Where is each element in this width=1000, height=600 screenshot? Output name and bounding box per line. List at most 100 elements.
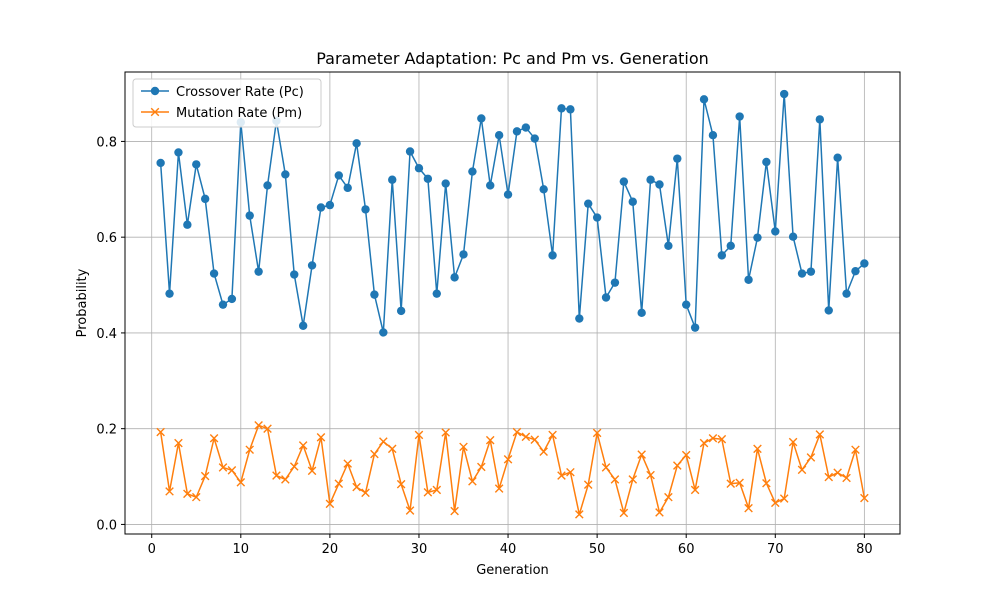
data-point bbox=[824, 306, 833, 315]
data-point bbox=[325, 200, 335, 210]
data-point bbox=[334, 479, 344, 489]
data-point bbox=[851, 266, 860, 276]
data-point bbox=[610, 278, 620, 287]
data-point bbox=[485, 435, 495, 445]
data-point bbox=[459, 250, 468, 259]
data-point bbox=[726, 479, 736, 489]
data-point bbox=[209, 269, 219, 278]
data-point bbox=[174, 438, 183, 448]
data-point bbox=[592, 213, 602, 222]
data-point bbox=[833, 468, 842, 478]
data-point bbox=[388, 175, 397, 184]
data-point bbox=[441, 179, 450, 188]
data-point bbox=[664, 492, 673, 502]
x-tick-label: 30 bbox=[411, 542, 428, 557]
data-point bbox=[450, 506, 459, 516]
data-point bbox=[192, 160, 201, 169]
data-point bbox=[860, 493, 869, 503]
data-point bbox=[200, 471, 210, 481]
data-point bbox=[566, 467, 575, 477]
data-point bbox=[450, 273, 459, 282]
data-point bbox=[815, 430, 825, 439]
x-tick-label: 20 bbox=[322, 542, 339, 557]
data-point bbox=[673, 461, 682, 470]
data-point bbox=[664, 241, 673, 250]
x-tick-label: 80 bbox=[856, 542, 873, 557]
legend-box bbox=[132, 78, 322, 128]
data-point bbox=[655, 180, 664, 189]
data-point bbox=[227, 294, 237, 304]
data-point bbox=[530, 435, 540, 444]
data-point bbox=[325, 499, 335, 509]
data-point bbox=[726, 241, 735, 250]
series-2 bbox=[156, 421, 869, 519]
data-point bbox=[628, 475, 638, 484]
data-point bbox=[334, 171, 343, 180]
data-point bbox=[619, 177, 629, 186]
data-point bbox=[503, 455, 513, 464]
data-point bbox=[174, 148, 183, 157]
data-point bbox=[717, 251, 727, 260]
data-point bbox=[735, 112, 744, 121]
data-point bbox=[379, 437, 388, 446]
data-point bbox=[245, 445, 255, 455]
data-point bbox=[218, 300, 228, 309]
data-point bbox=[254, 267, 263, 276]
data-point bbox=[370, 290, 379, 299]
data-point bbox=[842, 289, 851, 298]
data-point bbox=[307, 261, 317, 270]
data-point bbox=[797, 269, 807, 278]
data-point bbox=[396, 306, 406, 316]
data-point bbox=[468, 167, 477, 176]
data-point bbox=[165, 289, 174, 298]
data-point bbox=[156, 158, 165, 168]
data-point bbox=[263, 181, 272, 190]
y-tick-label: 0.8 bbox=[96, 135, 117, 150]
x-tick-label: 70 bbox=[767, 542, 784, 557]
data-point bbox=[592, 428, 602, 438]
data-point bbox=[851, 445, 860, 455]
data-point bbox=[432, 289, 441, 298]
data-point bbox=[503, 190, 513, 199]
data-point bbox=[352, 482, 361, 492]
axes-frame bbox=[124, 71, 901, 535]
data-point bbox=[370, 449, 379, 459]
data-point bbox=[619, 508, 629, 518]
data-point bbox=[681, 450, 691, 460]
data-point bbox=[637, 450, 646, 459]
series-layer bbox=[156, 89, 869, 519]
data-point bbox=[682, 300, 691, 309]
data-point bbox=[396, 479, 406, 489]
legend-label: Mutation Rate (Pm) bbox=[176, 106, 302, 121]
data-point bbox=[298, 441, 308, 450]
data-point bbox=[156, 427, 165, 437]
data-point bbox=[281, 170, 290, 179]
data-point bbox=[806, 267, 816, 276]
data-point bbox=[316, 432, 326, 442]
data-point bbox=[575, 314, 584, 323]
x-tick-label: 40 bbox=[500, 542, 517, 557]
x-tick-label: 0 bbox=[148, 542, 156, 557]
data-point bbox=[548, 430, 557, 440]
chart-title: Parameter Adaptation: Pc and Pm vs. Gene… bbox=[316, 49, 709, 68]
data-point bbox=[468, 477, 477, 486]
data-point bbox=[690, 485, 700, 495]
data-point bbox=[494, 484, 504, 493]
data-point bbox=[423, 174, 433, 183]
data-point bbox=[530, 134, 539, 143]
data-point bbox=[405, 506, 415, 515]
data-point bbox=[423, 488, 433, 497]
data-point bbox=[486, 181, 495, 190]
data-point bbox=[227, 466, 237, 475]
data-point bbox=[200, 194, 210, 204]
data-point bbox=[842, 473, 851, 483]
data-point bbox=[762, 478, 771, 488]
data-point bbox=[539, 185, 548, 194]
data-point bbox=[833, 153, 842, 162]
data-point bbox=[512, 427, 522, 437]
data-point bbox=[824, 472, 834, 482]
data-point bbox=[762, 157, 771, 167]
data-point bbox=[646, 470, 655, 480]
data-point bbox=[281, 475, 290, 484]
